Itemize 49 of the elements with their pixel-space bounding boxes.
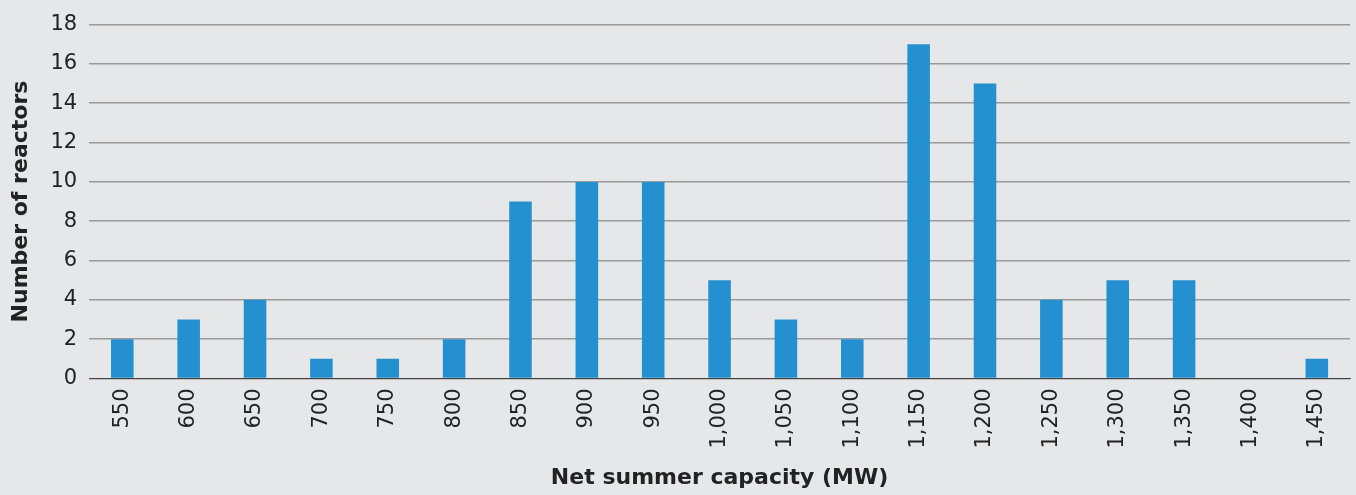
bar — [907, 44, 930, 378]
bar — [1040, 299, 1063, 378]
y-tick-label: 10 — [50, 168, 78, 193]
bar — [243, 299, 267, 378]
y-tick-label: 4 — [63, 286, 78, 311]
x-tick-label: 1,200 — [971, 388, 996, 449]
bar — [973, 83, 997, 378]
x-tick-label: 1,100 — [838, 388, 863, 449]
y-tick-label: 0 — [63, 364, 78, 389]
x-tick-label: 800 — [440, 388, 465, 429]
y-tick-label: 8 — [63, 207, 78, 232]
x-tick-label: 1,000 — [706, 388, 731, 449]
bar — [376, 358, 400, 378]
bar — [575, 181, 599, 378]
x-tick-label: 850 — [506, 388, 531, 429]
bar — [841, 339, 864, 378]
y-tick-label: 6 — [63, 246, 78, 271]
y-tick-label: 2 — [63, 325, 78, 350]
x-tick-label: 600 — [175, 388, 200, 429]
x-tick-label: 1,450 — [1303, 388, 1328, 449]
x-tick-label: 1,150 — [905, 388, 930, 449]
bar — [310, 358, 333, 378]
y-tick-label: 16 — [50, 50, 78, 75]
bar — [774, 319, 798, 378]
x-tick-label: 1,400 — [1236, 388, 1261, 449]
bar — [509, 201, 532, 378]
bar — [641, 181, 665, 378]
bar — [177, 319, 200, 378]
bar — [1106, 280, 1130, 378]
bar — [442, 339, 466, 378]
bar — [1172, 280, 1196, 378]
y-tick-label: 14 — [50, 89, 78, 114]
y-tick-label: 18 — [50, 11, 78, 36]
x-tick-label: 700 — [307, 388, 332, 429]
x-tick-label: 550 — [108, 388, 133, 429]
bar — [708, 280, 731, 378]
bar — [111, 339, 134, 378]
x-tick-label: 750 — [374, 388, 399, 429]
x-axis-title: Net summer capacity (MW) — [550, 463, 889, 489]
x-tick-label: 1,250 — [1037, 388, 1062, 449]
x-tick-label: 1,050 — [772, 388, 797, 449]
x-tick-label: 950 — [639, 388, 664, 429]
bar — [1305, 358, 1329, 378]
x-tick-label: 650 — [241, 388, 266, 429]
y-tick-label: 12 — [50, 129, 78, 154]
x-tick-label: 900 — [573, 388, 598, 429]
x-tick-label: 1,300 — [1104, 388, 1129, 449]
y-axis-title: Number of reactors — [6, 80, 32, 323]
x-tick-label: 1,350 — [1170, 388, 1195, 449]
